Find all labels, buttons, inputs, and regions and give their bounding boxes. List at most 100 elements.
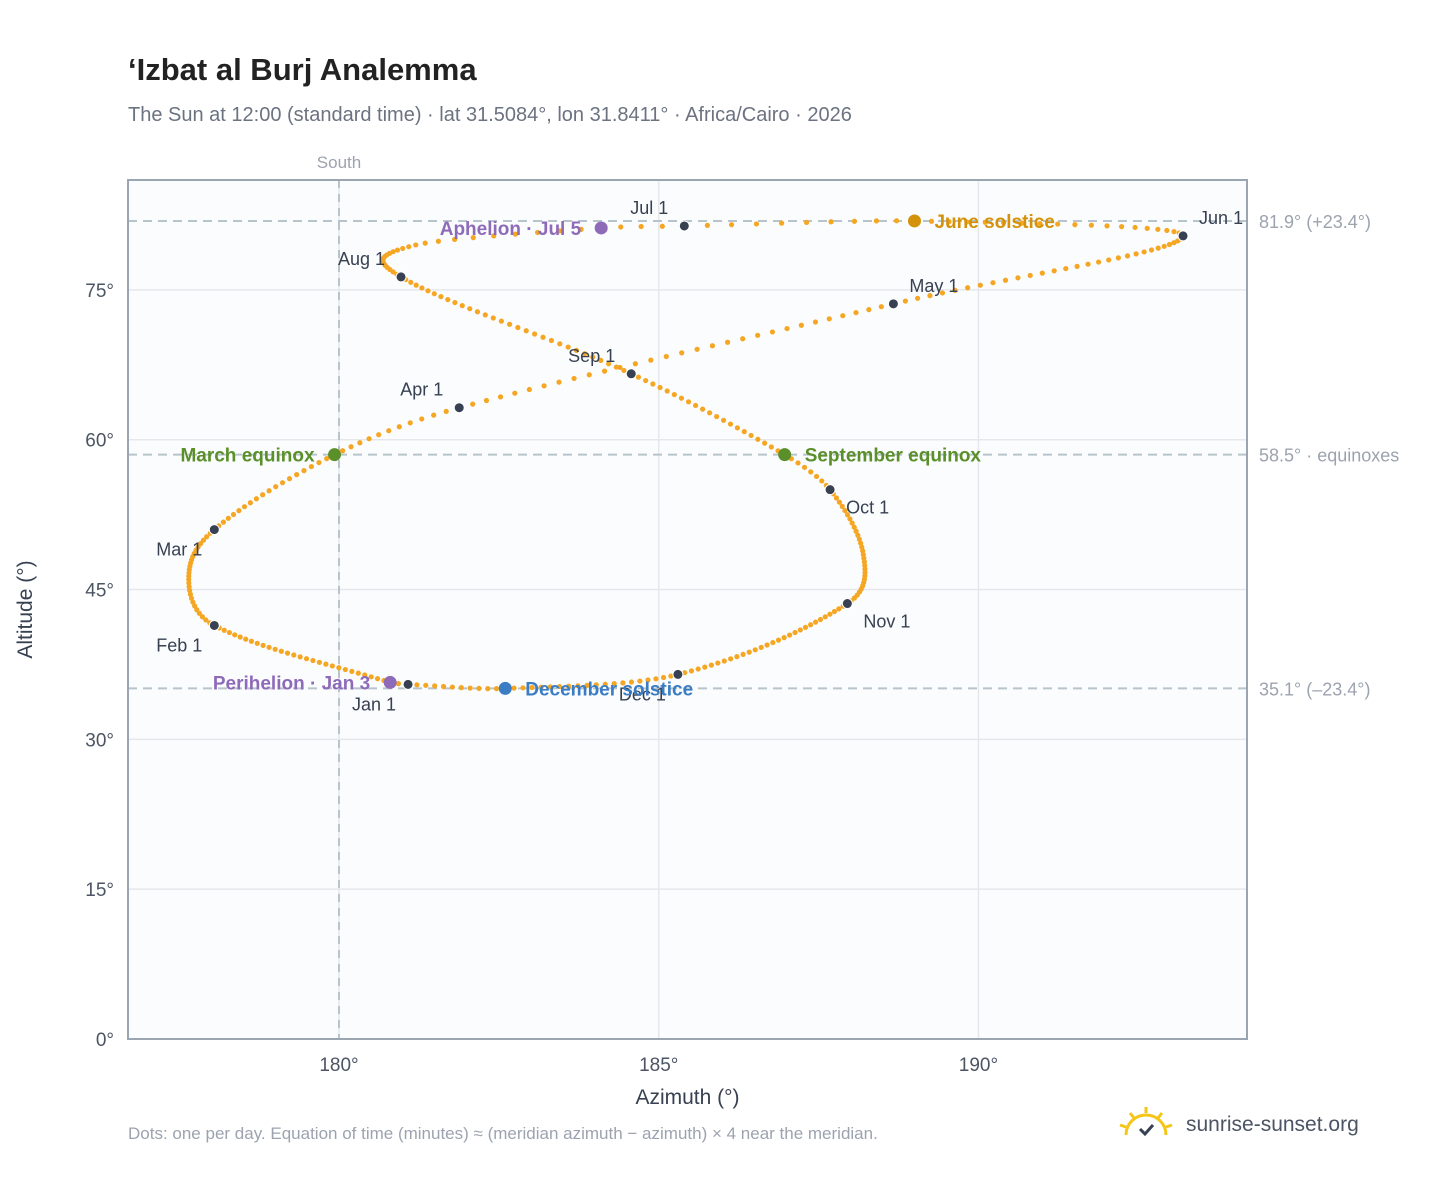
daily-sun-dot (637, 678, 643, 684)
daily-sun-dot (529, 684, 535, 691)
daily-sun-dot (822, 614, 828, 620)
daily-sun-dot (775, 637, 782, 643)
daily-sun-dot (467, 685, 473, 691)
daily-sun-dot (606, 361, 612, 367)
daily-sun-dot (1019, 220, 1025, 226)
daily-sun-dot (1144, 225, 1150, 231)
month-marker (824, 484, 836, 496)
daily-sun-dot (452, 236, 458, 243)
month-label: Mar 1 (156, 540, 202, 560)
daily-sun-dot (781, 635, 787, 641)
month-label: Jun 1 (1199, 208, 1243, 228)
daily-sun-dot (598, 357, 604, 363)
daily-sun-dot (1072, 222, 1078, 228)
daily-sun-dot (808, 469, 814, 475)
daily-sun-dot (708, 662, 714, 668)
daily-sun-dot (801, 464, 808, 470)
daily-sun-dot (237, 634, 243, 640)
daily-sun-dot (230, 511, 237, 518)
month-marker (402, 678, 414, 690)
daily-sun-dot (584, 682, 590, 688)
month-marker (678, 220, 690, 232)
daily-sun-dot (753, 221, 760, 227)
daily-sun-dot (323, 661, 329, 667)
daily-sun-dot (243, 636, 249, 642)
daily-sun-dot (635, 374, 642, 380)
daily-sun-dot (709, 343, 716, 349)
daily-sun-dot (586, 372, 592, 378)
month-marker (841, 598, 853, 610)
daily-sun-dot (1095, 259, 1102, 265)
daily-sun-dot (422, 240, 428, 246)
daily-sun-dot (362, 672, 368, 678)
daily-sun-dot (1104, 223, 1110, 229)
daily-sun-dot (260, 642, 266, 648)
month-label: Sep 1 (568, 346, 615, 366)
daily-sun-dot (225, 515, 231, 521)
daily-sun-dot (534, 229, 541, 236)
daily-sun-dot (734, 654, 740, 660)
brand-logo[interactable]: sunrise-sunset.org (1118, 1100, 1359, 1150)
daily-sun-dot (540, 334, 546, 340)
daily-sun-dot (721, 658, 727, 664)
daily-sun-dot (485, 685, 491, 692)
daily-sun-dot (1171, 229, 1177, 235)
daily-sun-dot (836, 499, 842, 505)
reference-line-label: 58.5° · equinoxes (1259, 446, 1399, 466)
daily-sun-dot (928, 218, 935, 224)
daily-sun-dot (856, 536, 862, 542)
daily-sun-dot (187, 591, 194, 597)
daily-sun-dot (565, 344, 571, 350)
daily-sun-dot (769, 329, 776, 335)
daily-sun-dot (532, 331, 538, 337)
daily-sun-dot (638, 223, 644, 230)
event-label: September equinox (805, 446, 982, 467)
daily-sun-dot (795, 460, 801, 466)
daily-sun-dot (316, 459, 322, 466)
daily-sun-dot (740, 336, 746, 342)
daily-sun-dot (893, 218, 900, 224)
daily-sun-dot (386, 428, 392, 434)
daily-sun-dot (802, 624, 809, 630)
daily-sun-dot (483, 397, 490, 404)
daily-sun-dot (221, 627, 227, 633)
daily-sun-dot (660, 674, 667, 681)
daily-sun-dot (408, 279, 414, 285)
y-tick-label: 0° (96, 1030, 114, 1051)
daily-sun-dot (728, 222, 735, 228)
daily-sun-dot (200, 537, 207, 543)
daily-sun-dot (813, 473, 820, 480)
daily-sun-dot (812, 319, 819, 325)
daily-sun-dot (395, 681, 402, 687)
daily-sun-dot (851, 524, 857, 530)
event-marker (328, 448, 342, 462)
daily-sun-dot (628, 679, 635, 685)
event-marker (383, 675, 397, 689)
daily-sun-dot (990, 280, 996, 286)
daily-sun-dot (575, 683, 581, 689)
daily-sun-dot (927, 293, 933, 299)
daily-sun-dot (329, 663, 335, 669)
daily-sun-dot (1074, 263, 1080, 269)
daily-sun-dot (1115, 255, 1121, 261)
daily-sun-dot (578, 226, 584, 232)
month-label: May 1 (909, 276, 958, 296)
daily-sun-dot (657, 384, 663, 391)
daily-sun-dot (376, 432, 382, 438)
daily-sun-dot (833, 495, 840, 501)
daily-sun-dot (601, 368, 608, 374)
daily-sun-dot (253, 496, 260, 502)
sun-logo-icon (1119, 1107, 1173, 1137)
daily-sun-dot (653, 676, 659, 682)
daily-sun-dot (748, 432, 754, 439)
daily-sun-dot (413, 282, 419, 288)
daily-sun-dot (1027, 272, 1033, 279)
daily-sun-dot (557, 228, 563, 234)
daily-sun-dot (349, 668, 355, 674)
daily-sun-dot (1161, 243, 1167, 249)
daily-sun-dot (1155, 226, 1161, 232)
daily-sun-dot (423, 682, 429, 688)
daily-sun-dot (741, 429, 747, 435)
daily-sun-dot (826, 316, 832, 322)
daily-sun-dot (284, 650, 291, 656)
